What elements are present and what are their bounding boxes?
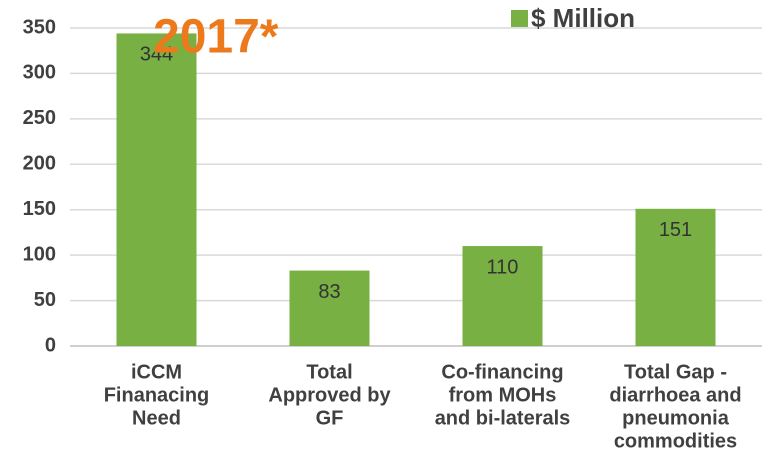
x-tick-label: Total <box>306 361 352 383</box>
chart-title: 2017* <box>153 11 279 64</box>
y-tick-label: 150 <box>23 198 56 220</box>
x-tick-label: and bi-laterals <box>435 407 571 429</box>
bar <box>635 208 716 346</box>
x-tick-label: from MOHs <box>449 384 557 406</box>
x-tick-label: diarrhoea and <box>609 384 741 406</box>
x-tick-label: Approved by <box>268 384 391 406</box>
x-tick-label: iCCM <box>131 361 182 383</box>
data-label: 110 <box>487 256 519 278</box>
x-tick-label: Co-financing <box>441 361 563 383</box>
data-label: 344 <box>140 44 173 66</box>
data-label: 83 <box>318 281 340 303</box>
y-tick-label: 100 <box>23 243 56 265</box>
x-tick-label: Need <box>132 407 181 429</box>
x-tick-label: commodities <box>614 430 737 452</box>
y-tick-label: 350 <box>23 16 56 38</box>
x-tick-label: Total Gap - <box>624 361 727 383</box>
x-tick-label: Finanacing <box>104 384 210 406</box>
y-tick-label: 250 <box>23 107 56 129</box>
y-tick-label: 0 <box>45 334 56 356</box>
legend-label: $ Million <box>531 3 635 33</box>
x-tick-label: GF <box>316 407 344 429</box>
y-tick-label: 200 <box>23 153 56 175</box>
y-tick-label: 300 <box>23 62 56 84</box>
legend-swatch <box>511 10 528 27</box>
data-label: 151 <box>659 219 692 241</box>
bar <box>462 246 543 346</box>
bar <box>116 33 197 347</box>
bar <box>289 270 370 346</box>
y-tick-label: 50 <box>34 289 56 311</box>
x-tick-label: pneumonia <box>622 407 730 429</box>
